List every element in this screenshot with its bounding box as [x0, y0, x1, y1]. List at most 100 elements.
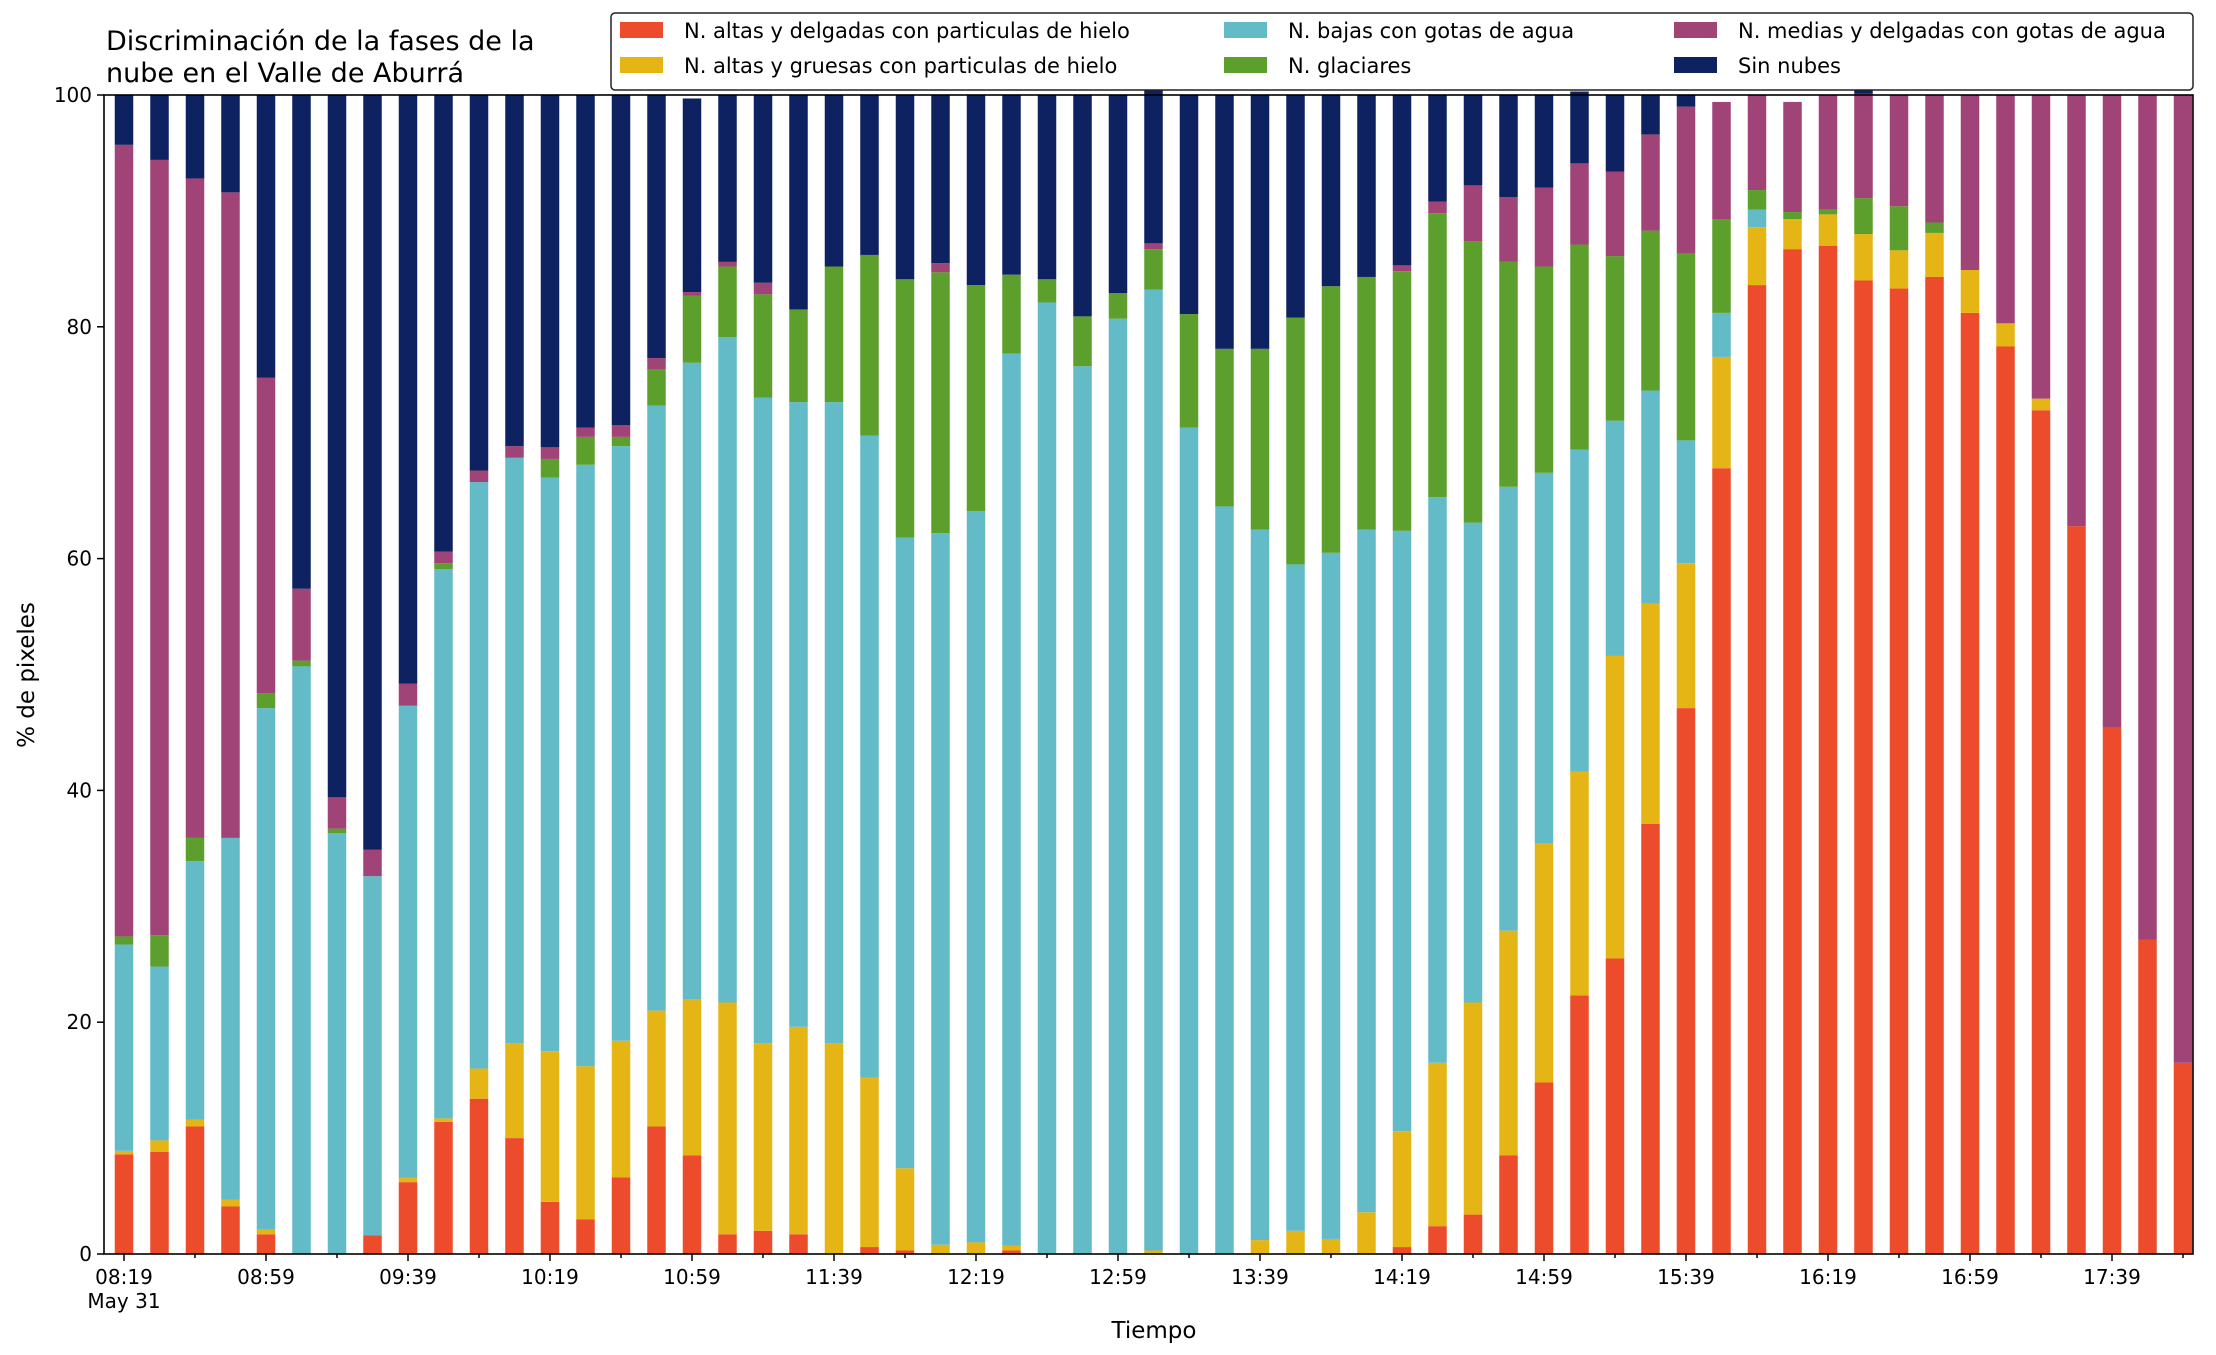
bar-segment-2-40 [1534, 472, 1554, 844]
x-tick-label: 16:59 [1941, 1265, 1999, 1289]
bar-segment-5-44 [1676, 95, 1696, 107]
bar-segment-2-15 [647, 405, 666, 1011]
bar-segment-2-41 [1570, 449, 1589, 772]
bar-segment-5-27 [1073, 95, 1092, 317]
y-tick-label: 80 [67, 315, 92, 339]
plot-frame [103, 94, 2194, 1255]
x-tick-label: 11:39 [805, 1265, 863, 1289]
bar-segment-2-1 [150, 966, 169, 1141]
bar-segment-0-40 [1534, 1082, 1554, 1254]
bar-segment-5-42 [1605, 95, 1625, 172]
bar-segment-2-33 [1286, 564, 1305, 1231]
bar-segment-1-35 [1357, 1212, 1376, 1254]
bar-segment-4-12 [540, 447, 560, 459]
bar-segment-3-20 [824, 266, 844, 403]
bar-segment-4-4 [256, 377, 276, 694]
bar-segment-4-49 [1854, 93, 1873, 199]
bar-segment-5-34 [1321, 95, 1341, 287]
bar-segment-1-24 [966, 1242, 986, 1254]
bar-segment-0-11 [505, 1138, 524, 1254]
bar-segment-0-43 [1641, 824, 1660, 1254]
bar-segment-2-17 [718, 337, 737, 1003]
x-axis-label: Tiempo [1111, 1318, 1197, 1344]
bar-segment-2-5 [292, 666, 311, 1254]
bar-segment-1-44 [1676, 563, 1696, 709]
bar-segment-0-25 [1002, 1250, 1021, 1254]
bar-segment-5-17 [718, 95, 737, 262]
bar-segment-5-4 [256, 95, 276, 378]
legend-swatch [620, 57, 663, 73]
bar-segment-0-0 [114, 1154, 134, 1254]
bar-segment-0-2 [185, 1126, 205, 1254]
bar-segment-1-42 [1605, 655, 1625, 959]
bar-segment-0-22 [895, 1250, 915, 1254]
bar-segment-5-8 [398, 95, 418, 684]
bar-segment-3-24 [966, 285, 986, 512]
bar-segment-0-42 [1605, 958, 1625, 1254]
chart-title-line: nube en el Valle de Aburrá [106, 58, 464, 89]
bar-segment-2-24 [966, 511, 986, 1243]
bar-segment-5-28 [1108, 95, 1128, 294]
legend-label: N. glaciares [1288, 54, 1411, 78]
bar-segment-5-9 [434, 95, 453, 552]
bar-segment-4-9 [434, 551, 453, 564]
bar-segment-3-43 [1641, 230, 1660, 391]
bar-segment-5-3 [221, 95, 240, 193]
bar-segment-2-44 [1676, 440, 1696, 564]
bar-segment-3-39 [1499, 261, 1518, 487]
bar-segment-0-21 [860, 1247, 879, 1254]
y-axis-label: % de pixeles [14, 602, 40, 748]
bar-segment-3-9 [434, 563, 453, 570]
bar-segment-4-45 [1712, 101, 1731, 220]
bar-segment-4-43 [1641, 134, 1660, 231]
bar-segment-4-47 [1783, 101, 1802, 213]
bar-segment-0-44 [1676, 708, 1696, 1254]
bar-segment-2-12 [540, 477, 560, 1052]
bar-segment-1-49 [1854, 234, 1873, 281]
legend-swatch [1674, 22, 1717, 38]
bar-segment-3-45 [1712, 219, 1731, 313]
x-tick-label: 12:19 [947, 1265, 1005, 1289]
bar-segment-5-1 [150, 95, 169, 160]
bar-segment-5-36 [1392, 95, 1412, 266]
bar-segment-3-28 [1108, 293, 1128, 319]
legend-label: N. altas y gruesas con particulas de hie… [684, 54, 1117, 78]
bar-segment-2-26 [1037, 302, 1057, 1255]
bar-segment-0-54 [2031, 410, 2051, 1254]
bar-segment-4-39 [1499, 196, 1518, 262]
bar-segment-1-39 [1499, 930, 1518, 1156]
legend-swatch [1224, 57, 1267, 73]
x-tick-label: 08:19 [95, 1265, 153, 1289]
bar-segment-0-7 [363, 1235, 382, 1254]
bar-segment-1-45 [1712, 356, 1731, 469]
bar-segment-0-52 [1960, 312, 1980, 1254]
bar-segment-4-57 [2138, 95, 2157, 940]
y-tick-label: 20 [67, 1010, 92, 1034]
bar-segment-1-50 [1889, 250, 1909, 289]
bar-segment-3-46 [1747, 190, 1767, 210]
x-tick-label: 16:19 [1799, 1265, 1857, 1289]
bar-segment-1-34 [1321, 1238, 1341, 1254]
bar-segment-4-16 [682, 292, 702, 296]
bar-segment-2-34 [1321, 552, 1341, 1239]
bar-segment-1-52 [1960, 270, 1980, 313]
bar-segment-5-30 [1179, 95, 1199, 315]
bar-segment-0-18 [753, 1230, 773, 1254]
bar-segment-1-51 [1925, 232, 1944, 277]
bar-segment-0-10 [469, 1098, 489, 1254]
bar-segment-4-37 [1428, 201, 1447, 214]
bar-segment-4-41 [1570, 163, 1589, 245]
legend-label: N. bajas con gotas de agua [1288, 19, 1574, 43]
bar-segment-5-15 [647, 95, 666, 359]
bar-segment-4-7 [363, 849, 382, 877]
bar-segment-3-15 [647, 369, 666, 406]
bar-segment-5-19 [789, 95, 808, 310]
legend-swatch [1674, 57, 1717, 73]
bar-segment-4-40 [1534, 187, 1554, 267]
bar-segment-2-36 [1392, 530, 1412, 1132]
bar-segment-3-19 [789, 309, 808, 403]
legend-swatch [1224, 22, 1267, 38]
bar-segment-3-16 [682, 295, 702, 363]
bar-segment-2-16 [682, 362, 702, 1000]
